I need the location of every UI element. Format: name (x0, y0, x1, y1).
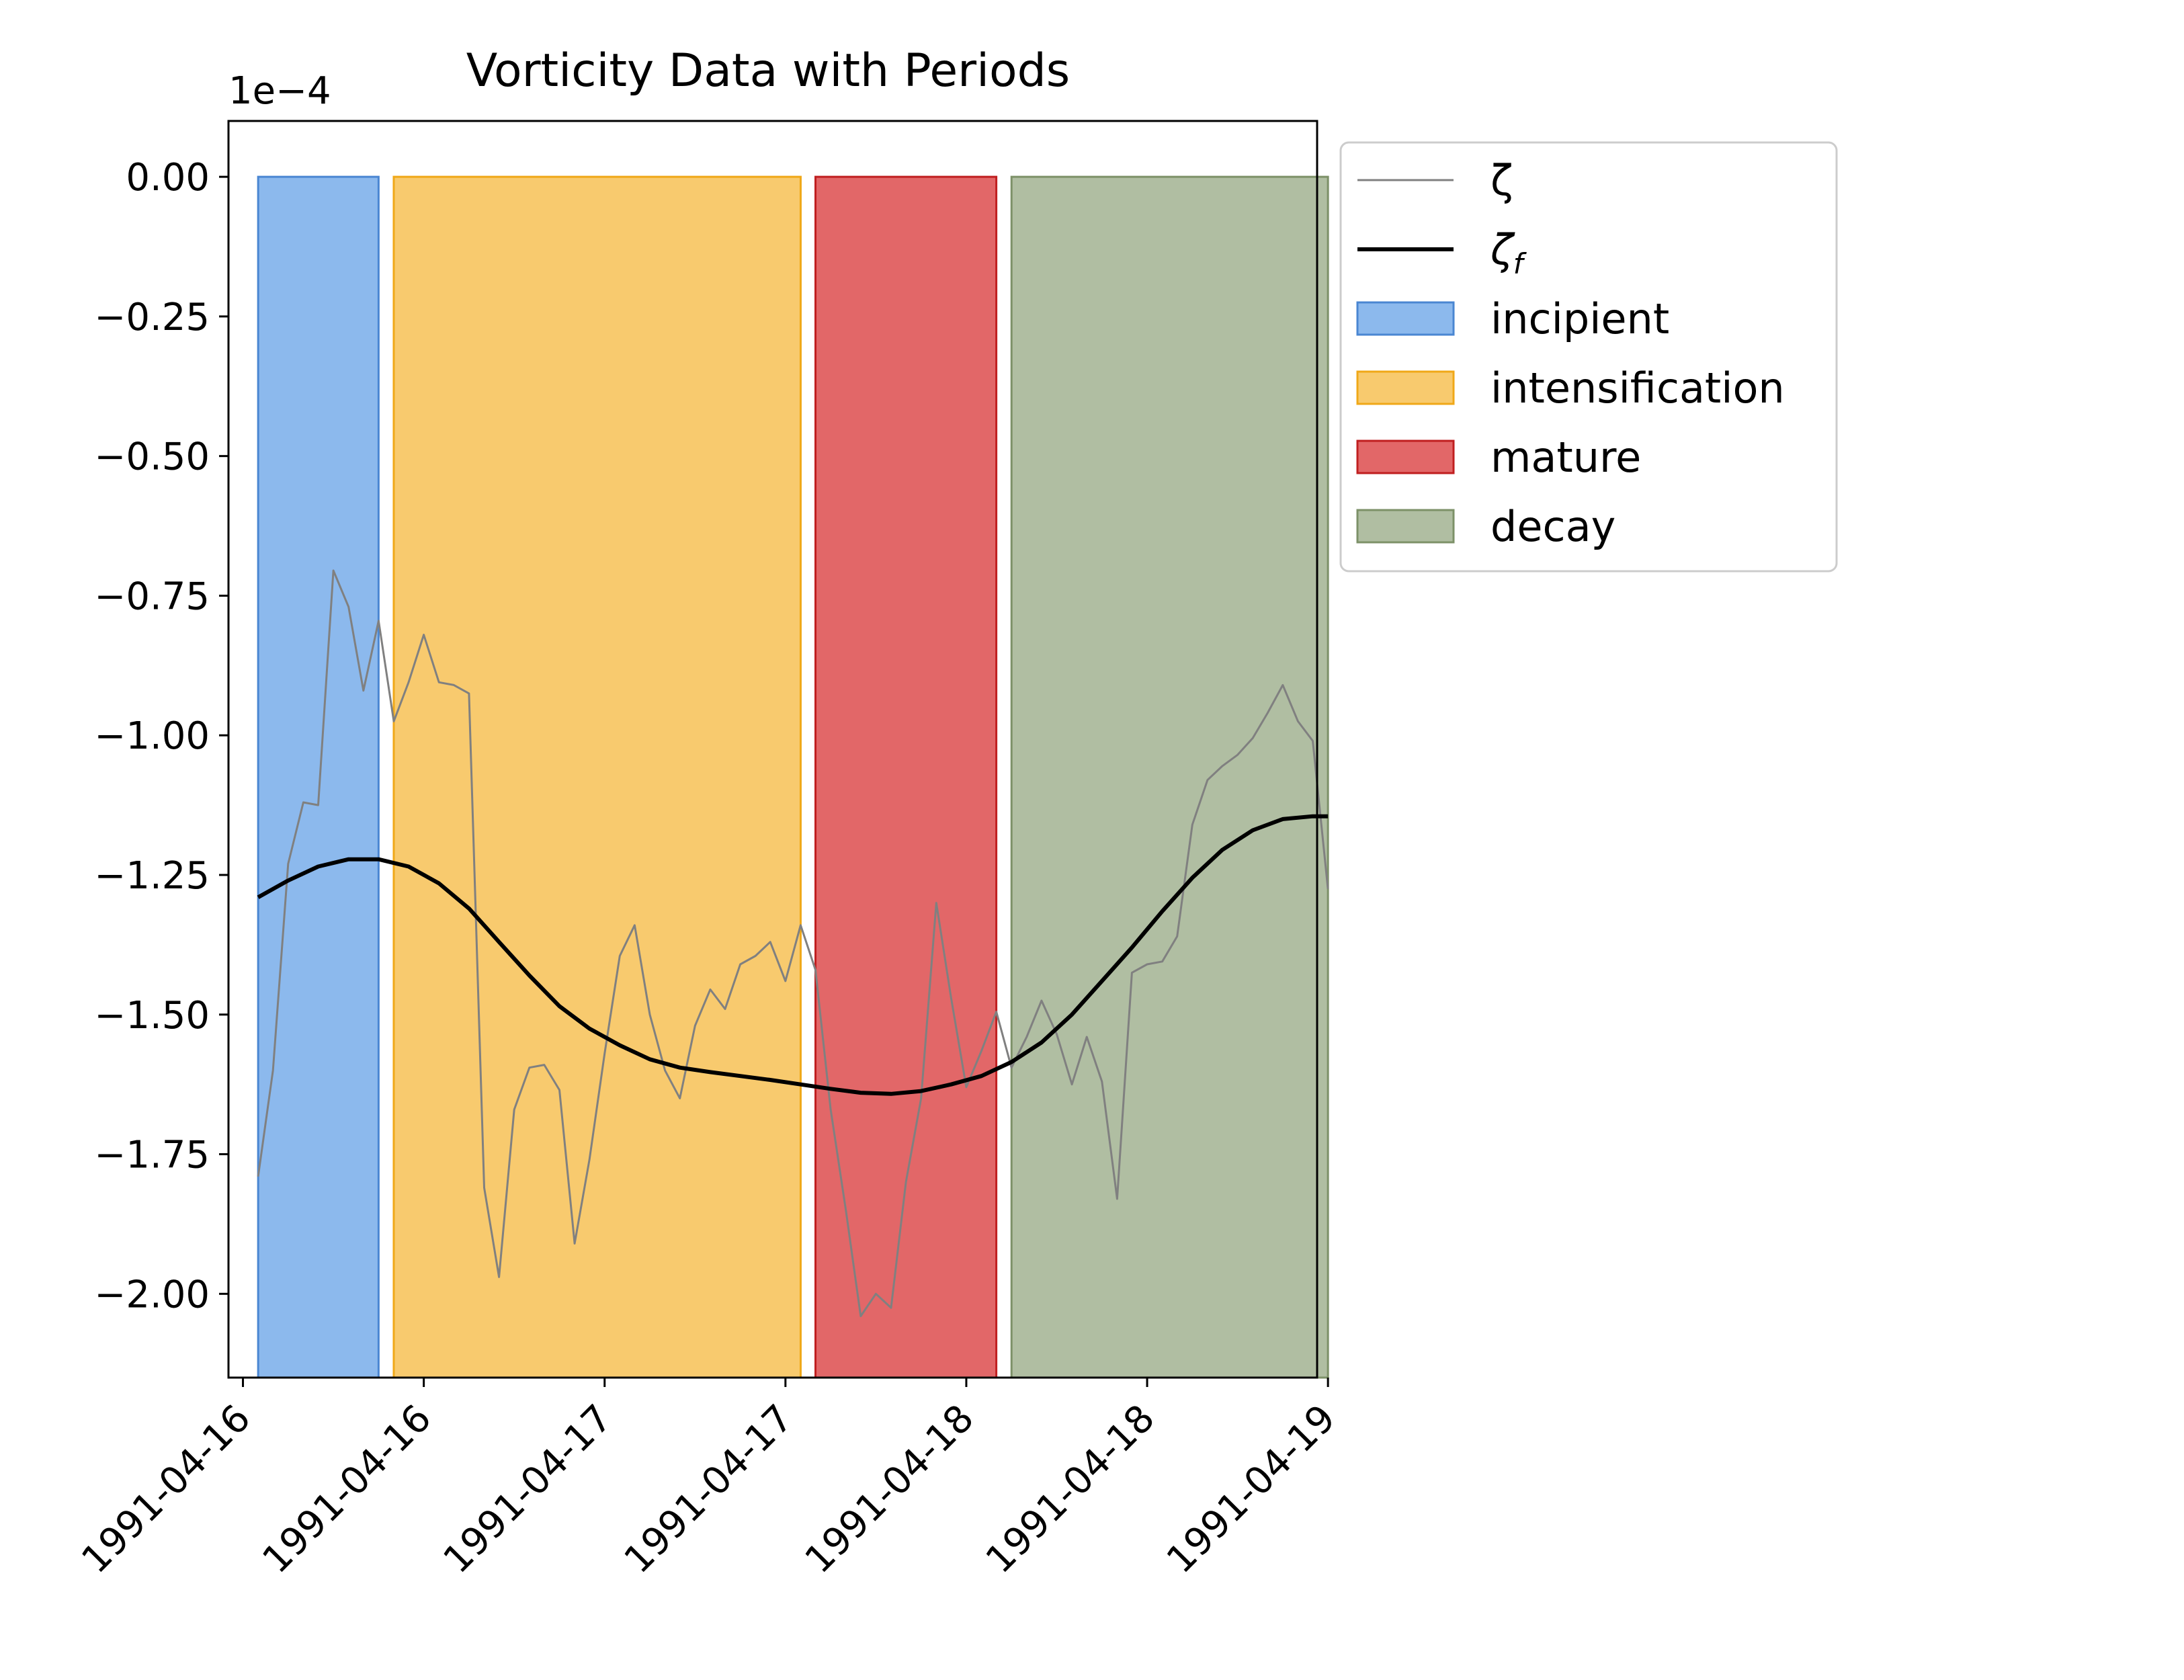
y-tick-label: −1.50 (94, 994, 210, 1038)
series-lines (257, 569, 1329, 1318)
axes-frame (227, 120, 1318, 1379)
legend: ζ ζf incipient intensification mature decay (1339, 141, 1838, 573)
legend-item: intensification (1356, 364, 1785, 413)
legend-item: decay (1356, 502, 1615, 551)
legend-label: decay (1490, 502, 1615, 551)
legend-patch-swatch (1356, 509, 1455, 544)
legend-label: intensification (1490, 364, 1785, 413)
period-span-incipient (257, 175, 380, 1379)
y-tick-label: −1.75 (94, 1134, 210, 1177)
period-span-intensification (392, 175, 802, 1379)
legend-label: incipient (1490, 294, 1669, 343)
period-span-mature (814, 175, 998, 1379)
legend-patch-swatch (1356, 301, 1455, 336)
y-tick-label: 0.00 (126, 156, 210, 200)
y-axis: 0.00 −0.25 −0.50 −0.75 −1.00 −1.25 −1.50 −1.75 −… (94, 156, 228, 1316)
y-tick-label: −0.25 (94, 296, 210, 339)
legend-patch-swatch (1356, 370, 1455, 405)
plot-area (227, 120, 1329, 1379)
period-span-decay (1010, 175, 1329, 1379)
legend-patch-swatch (1356, 439, 1455, 474)
legend-label: ζf (1490, 225, 1527, 280)
chart-title: Vorticity Data with Periods (466, 44, 1070, 97)
period-spans (257, 175, 1329, 1379)
legend-label: mature (1490, 433, 1641, 482)
legend-frame (1339, 141, 1838, 573)
y-tick-label: −0.75 (94, 575, 210, 618)
y-tick-label: −0.50 (94, 435, 210, 479)
y-tick-label: −1.25 (94, 854, 210, 898)
y-tick-label: −1.00 (94, 714, 210, 758)
y-scale-label: 1e−4 (228, 69, 331, 113)
legend-label: ζ (1490, 156, 1513, 205)
legend-item: ζf (1357, 225, 1527, 280)
legend-item: mature (1356, 433, 1641, 482)
series-line-zeta-f (257, 814, 1329, 1096)
y-tick-label: −2.00 (94, 1273, 210, 1316)
series-line-zeta (257, 569, 1329, 1318)
legend-item: incipient (1356, 294, 1669, 343)
legend-item: ζ (1357, 156, 1513, 205)
